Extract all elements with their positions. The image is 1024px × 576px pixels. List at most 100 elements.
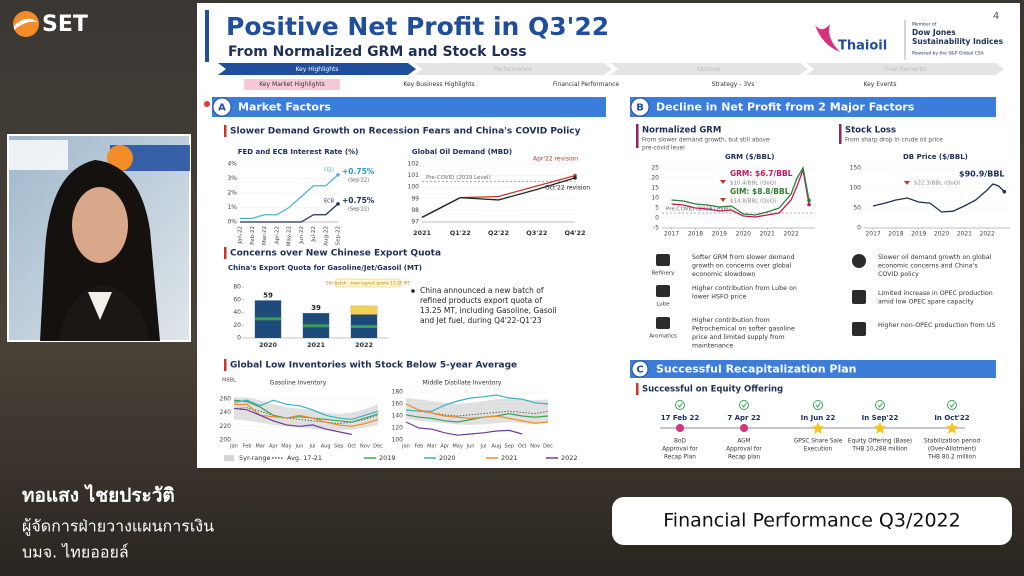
series-label: FED [324, 167, 334, 173]
series-change: $14.8/BBL (QoQ) [730, 199, 776, 205]
x-tick-label: Jun-22 [299, 226, 305, 245]
legend-label: 2019 [379, 454, 396, 462]
icon [852, 290, 866, 304]
down-marker [904, 181, 910, 185]
nav-label: Final Remarks [884, 66, 926, 73]
legend-label: Avg. 17-21 [287, 454, 322, 462]
timeline-text: THB 80.2 million [927, 455, 976, 461]
x-tick-label: Nov [530, 444, 540, 450]
check-badge [675, 400, 685, 410]
section-letter: C [636, 365, 643, 376]
value-label: 59 [263, 291, 273, 299]
timeline-date: 17 Feb 22 [661, 414, 700, 422]
series-line [240, 203, 339, 223]
icon [656, 317, 670, 329]
x-tick-label: Dec [373, 444, 383, 450]
x-tick-label: Nov [360, 444, 370, 450]
x-tick-label: Apr [269, 444, 279, 450]
end-point [336, 202, 340, 206]
y-tick-label: 1% [227, 204, 237, 211]
icon [656, 254, 670, 266]
point-text: Limited increase in OPEC production [878, 290, 993, 297]
point-text: economic slowdown [692, 271, 755, 278]
subnav-active [244, 79, 340, 90]
timeline-text: AGM [737, 439, 750, 445]
point-text: price and limited supply from [692, 334, 785, 341]
slide-title: Positive Net Profit in Q3'22 [226, 12, 609, 41]
legend-swatch [224, 455, 234, 461]
timeline-text: Execution [804, 447, 833, 453]
x-tick-label: Feb-22 [250, 226, 256, 245]
x-tick-label: Aug [321, 444, 331, 450]
chart-title: GRM ($/BBL) [725, 153, 775, 161]
chart-title: FED and ECB Interest Rate (%) [238, 148, 359, 156]
subnav-label: Financial Performance [553, 81, 620, 88]
subnav-label: Key Events [863, 81, 896, 88]
x-tick-label: Feb [414, 444, 423, 450]
x-tick-label: Mar-22 [262, 226, 268, 245]
series-line [872, 183, 1005, 213]
y-tick-label: 20 [233, 322, 241, 329]
nav-arrow [218, 63, 416, 75]
x-tick-label: Aug-22 [323, 226, 329, 246]
series-value: GRM: $6.7/BBL [730, 169, 793, 178]
panel-note: From slower demand growth, but still abo… [642, 138, 770, 144]
down-marker [720, 198, 726, 202]
speaker-company: บมจ. ไทยออยล์ [22, 543, 129, 562]
x-tick-label: 2021 [413, 229, 432, 237]
x-tick-label: Q2'22 [488, 229, 509, 237]
presenter-video [7, 134, 191, 342]
timeline-text: Recap Plan [664, 455, 696, 461]
point-text: Petrochemical on softer gasoline [692, 326, 795, 333]
timeline-star [946, 422, 958, 434]
x-tick-label: 2020 [736, 231, 751, 238]
heading-accent [839, 124, 842, 144]
panel-note: pre-covid level [642, 146, 685, 152]
nav-arrow [806, 63, 1004, 75]
y-tick-label: 102 [408, 161, 420, 168]
y-tick-label: 4% [227, 161, 237, 168]
timeline-dot [740, 424, 748, 432]
extra-label-box [335, 278, 401, 288]
y-tick-label: 10 [651, 195, 659, 202]
series-line [233, 407, 379, 424]
y-tick-label: 40 [233, 309, 241, 316]
icon-label: Lube [656, 302, 670, 308]
series-line [233, 407, 352, 436]
title-accent [205, 10, 209, 62]
y-tick-label: 98 [411, 207, 419, 214]
set-logo-swoosh [14, 18, 38, 30]
x-tick-label: Jan [401, 444, 410, 450]
series-line [671, 166, 810, 216]
y-tick-label: 15 [651, 185, 659, 192]
pointer-dot [204, 101, 210, 107]
check-badge [947, 400, 957, 410]
y-tick-label: 25 [651, 165, 659, 172]
y-tick-label: 0 [655, 215, 659, 222]
page-number: 4 [993, 11, 999, 22]
section-bar [630, 360, 996, 378]
heading-accent [224, 247, 227, 259]
series-line [405, 403, 549, 424]
x-tick-label: Oct [518, 444, 527, 450]
timeline-star [812, 422, 824, 434]
banner-text: Financial Performance Q3/2022 [663, 510, 960, 532]
timeline-text: Recap plan [728, 455, 760, 461]
timeline-text: THB 10,288 million [851, 447, 907, 453]
point-text: economic concerns and China's [878, 263, 978, 270]
thaioil-logo-text: Thaioil [838, 39, 887, 54]
y-tick-label: 140 [392, 413, 404, 420]
x-tick-label: May-22 [287, 226, 293, 246]
subheading: Slower Demand Growth on Recession Fears … [230, 127, 581, 137]
series-line [234, 403, 379, 427]
heading-accent [224, 125, 227, 137]
series-line [671, 167, 810, 218]
subheading: Global Low Inventories with Stock Below … [230, 361, 517, 371]
end-label: +0.75% [342, 167, 375, 176]
x-tick-label: Jun [466, 444, 475, 450]
icon-label: Refinery [652, 271, 676, 277]
point-text: amid low OPEC spare capacity [878, 299, 974, 306]
unit-label: MBBL [222, 378, 236, 384]
section-badge [630, 97, 650, 117]
